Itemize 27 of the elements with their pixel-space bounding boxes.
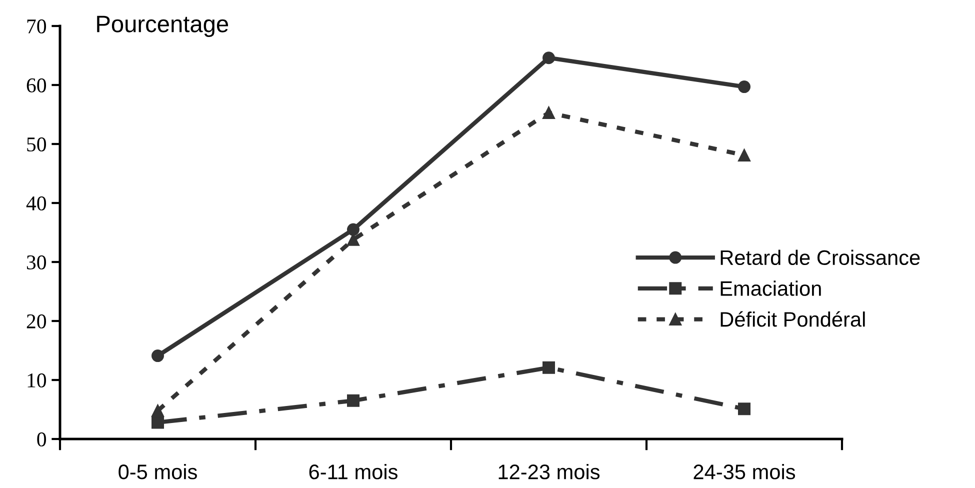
y-tick-label: 10 [28,373,46,388]
legend-label: Emaciation [720,280,821,296]
x-tick-label: 24-35 mois [694,464,796,480]
legend-label: Déficit Pondéral [720,311,865,327]
y-tick-label: 40 [26,196,46,210]
x-tick-label: 0-5 mois [118,464,197,480]
point [347,394,360,407]
x-tick-label: 12-23 mois [498,464,600,480]
y-tick-label: 50 [27,137,46,152]
point [152,416,164,429]
y-tick-label: 30 [26,255,46,270]
point [738,80,750,94]
y-tick-label: 70 [27,19,46,34]
point [542,106,555,119]
point [152,404,164,417]
point [347,223,360,236]
y-axis-title: Pourcentage [97,16,228,38]
y-tick-label: 20 [26,314,46,328]
point [738,402,750,416]
legend-label: Retard de Croissance [720,250,920,266]
point [152,350,164,362]
x-tick-label: 6-11 mois [309,464,398,480]
y-tick-label: 0 [37,432,46,446]
point [738,148,750,162]
y-tick-label: 60 [26,78,46,92]
point [542,361,555,374]
point [542,52,555,64]
